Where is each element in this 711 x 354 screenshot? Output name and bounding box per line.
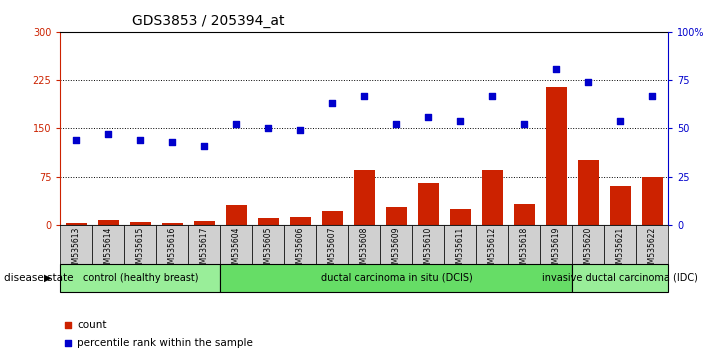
Bar	[572, 264, 668, 292]
Bar	[572, 225, 604, 264]
Text: GSM535616: GSM535616	[168, 227, 177, 273]
Bar	[482, 170, 503, 225]
Text: GSM535612: GSM535612	[488, 227, 497, 273]
Bar	[284, 225, 316, 264]
Text: count: count	[77, 320, 107, 330]
Bar	[124, 225, 156, 264]
Text: GSM535620: GSM535620	[584, 227, 593, 273]
Text: GSM535619: GSM535619	[552, 227, 561, 273]
Bar	[130, 222, 151, 225]
Text: invasive ductal carcinoma (IDC): invasive ductal carcinoma (IDC)	[542, 273, 698, 283]
Bar	[316, 225, 348, 264]
Bar	[162, 223, 183, 225]
Text: ductal carcinoma in situ (DCIS): ductal carcinoma in situ (DCIS)	[321, 273, 472, 283]
Bar	[514, 204, 535, 225]
Bar	[476, 225, 508, 264]
Text: ▶: ▶	[44, 273, 52, 283]
Text: control (healthy breast): control (healthy breast)	[82, 273, 198, 283]
Text: GSM535609: GSM535609	[392, 227, 401, 273]
Point	[647, 93, 658, 98]
Bar	[578, 160, 599, 225]
Point	[135, 137, 146, 143]
Text: GSM535610: GSM535610	[424, 227, 433, 273]
Point	[198, 143, 210, 149]
Bar	[604, 225, 636, 264]
Text: GSM535618: GSM535618	[520, 227, 529, 273]
Bar	[348, 225, 380, 264]
Point	[166, 139, 178, 145]
Bar	[226, 205, 247, 225]
Text: GSM535614: GSM535614	[104, 227, 113, 273]
Point	[71, 137, 82, 143]
Point	[425, 98, 437, 104]
Bar	[66, 223, 87, 225]
Point	[262, 125, 274, 131]
Bar	[418, 183, 439, 225]
Bar	[194, 221, 215, 225]
Point	[425, 259, 437, 265]
Bar	[220, 264, 572, 292]
Bar	[220, 225, 252, 264]
Text: GSM535617: GSM535617	[200, 227, 209, 273]
Bar	[60, 264, 220, 292]
Point	[550, 66, 562, 72]
Point	[294, 127, 306, 133]
Text: GSM535613: GSM535613	[72, 227, 81, 273]
Bar	[610, 186, 631, 225]
Bar	[508, 225, 540, 264]
Bar	[380, 225, 412, 264]
Bar	[290, 217, 311, 225]
Bar	[98, 219, 119, 225]
Bar	[540, 225, 572, 264]
Text: GSM535621: GSM535621	[616, 227, 625, 273]
Bar	[444, 225, 476, 264]
Bar	[258, 218, 279, 225]
Point	[518, 122, 530, 127]
Bar	[546, 86, 567, 225]
Point	[391, 122, 402, 127]
Bar	[354, 170, 375, 225]
Point	[486, 93, 498, 98]
Point	[230, 122, 242, 127]
Text: percentile rank within the sample: percentile rank within the sample	[77, 338, 253, 348]
Text: GSM535604: GSM535604	[232, 227, 241, 273]
Bar	[642, 177, 663, 225]
Point	[358, 93, 370, 98]
Text: GSM535622: GSM535622	[648, 227, 657, 273]
Text: GSM535606: GSM535606	[296, 227, 305, 273]
Text: disease state: disease state	[4, 273, 73, 283]
Point	[326, 101, 338, 106]
Bar	[636, 225, 668, 264]
Bar	[60, 225, 92, 264]
Point	[422, 114, 434, 120]
Bar	[156, 225, 188, 264]
Bar	[412, 225, 444, 264]
Bar	[450, 209, 471, 225]
Text: GDS3853 / 205394_at: GDS3853 / 205394_at	[132, 14, 284, 28]
Text: GSM535607: GSM535607	[328, 227, 337, 273]
Text: GSM535611: GSM535611	[456, 227, 465, 273]
Text: GSM535615: GSM535615	[136, 227, 145, 273]
Point	[455, 118, 466, 124]
Bar	[322, 211, 343, 225]
Bar	[252, 225, 284, 264]
Bar	[386, 207, 407, 225]
Point	[583, 79, 594, 85]
Bar	[92, 225, 124, 264]
Point	[614, 118, 626, 124]
Point	[103, 131, 114, 137]
Text: GSM535605: GSM535605	[264, 227, 273, 273]
Text: GSM535608: GSM535608	[360, 227, 369, 273]
Bar	[188, 225, 220, 264]
